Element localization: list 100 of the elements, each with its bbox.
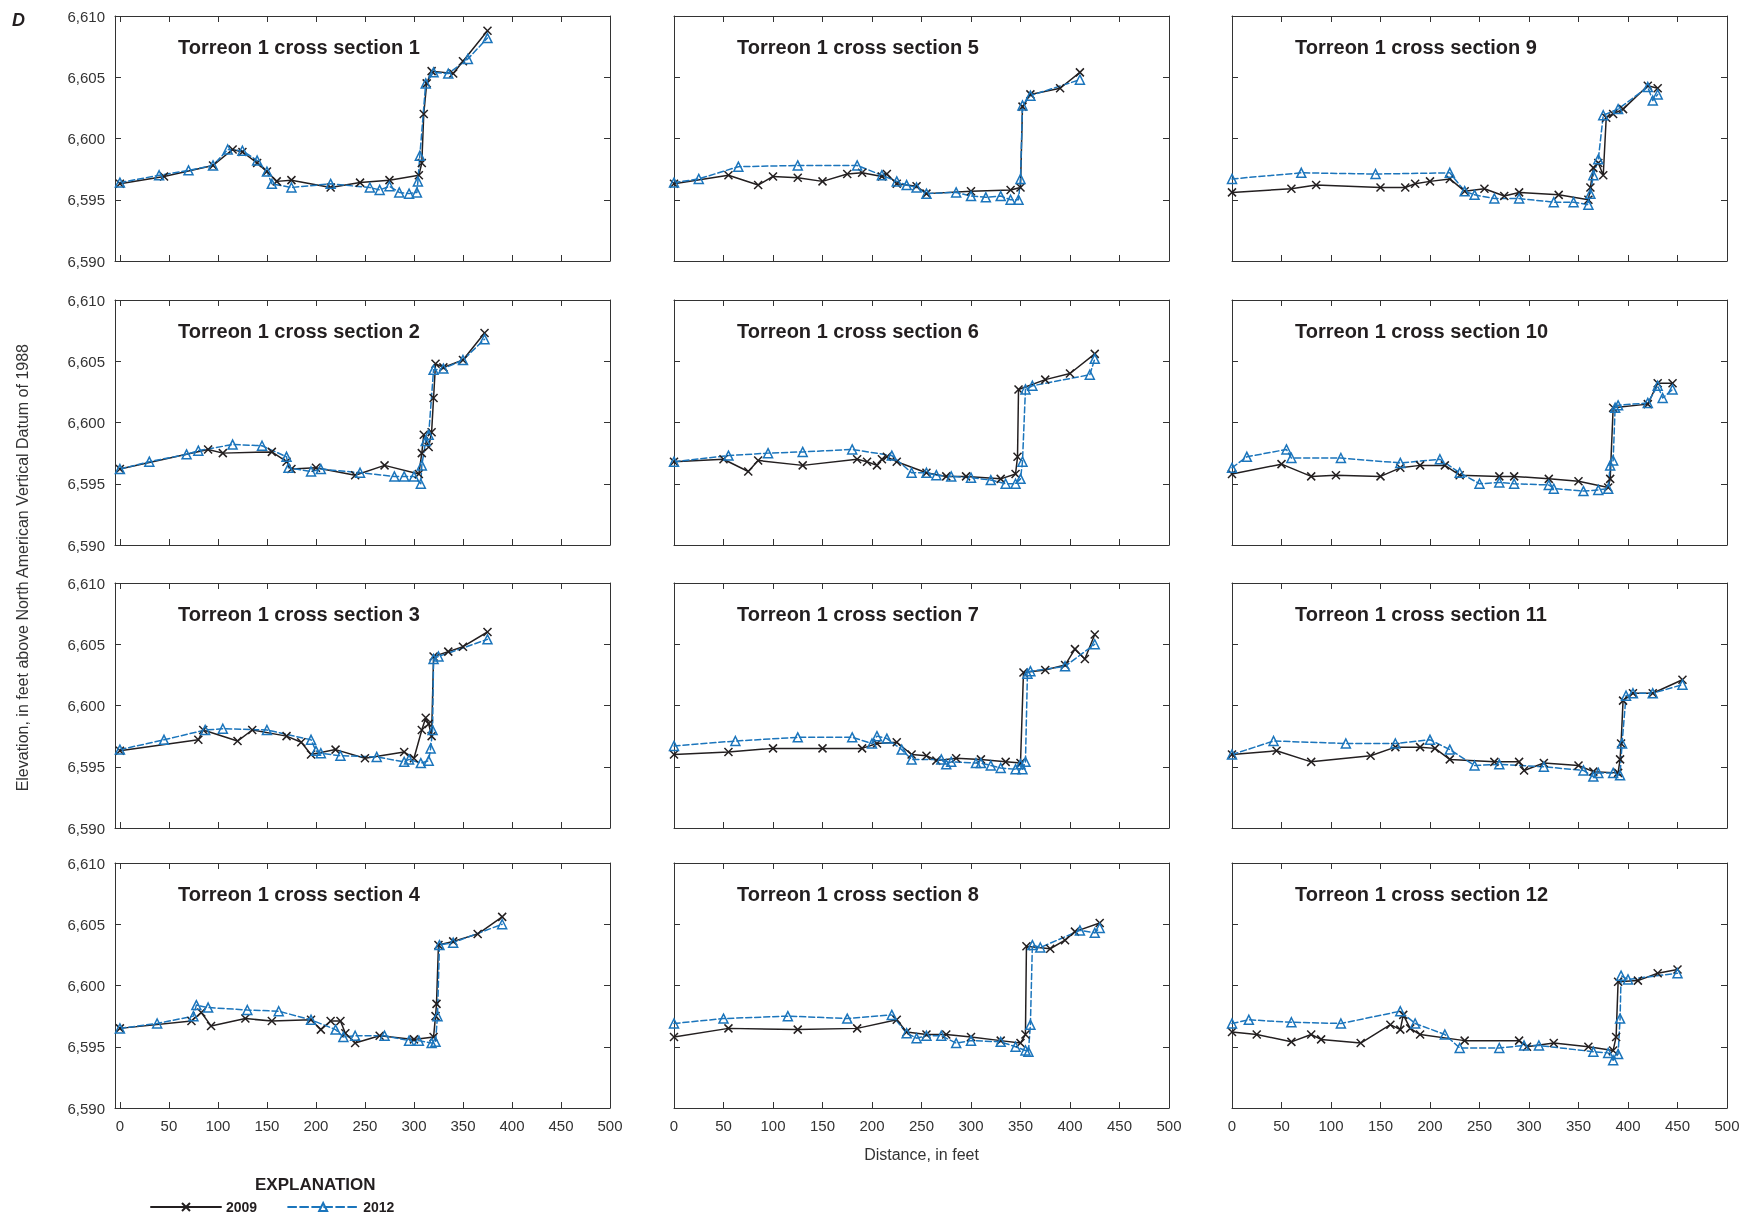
point bbox=[1469, 760, 1480, 771]
point bbox=[906, 754, 917, 765]
point bbox=[217, 723, 229, 735]
x-tick-label: 500 bbox=[1714, 1117, 1740, 1134]
point bbox=[1533, 1040, 1545, 1051]
point bbox=[227, 439, 238, 450]
x-tick-label: 300 bbox=[1516, 1117, 1542, 1134]
point bbox=[1588, 170, 1599, 181]
point bbox=[762, 447, 774, 459]
point bbox=[1593, 158, 1604, 168]
point bbox=[1672, 964, 1683, 975]
x-tick-label: 250 bbox=[1466, 1117, 1493, 1134]
point bbox=[1089, 639, 1100, 650]
point bbox=[1000, 757, 1011, 767]
point bbox=[1276, 459, 1287, 469]
point bbox=[305, 734, 317, 746]
point bbox=[419, 109, 429, 119]
point bbox=[1296, 167, 1307, 179]
point bbox=[496, 919, 508, 930]
point bbox=[266, 178, 278, 190]
y-tick-label: 6,605 bbox=[67, 352, 105, 370]
point bbox=[842, 1013, 853, 1024]
point bbox=[196, 1007, 207, 1018]
point bbox=[1089, 353, 1100, 365]
point bbox=[1306, 1029, 1316, 1040]
point bbox=[753, 180, 763, 190]
point bbox=[1243, 1014, 1255, 1026]
x-tick-label: 100 bbox=[205, 1117, 231, 1134]
point bbox=[1311, 180, 1321, 190]
point bbox=[159, 171, 169, 182]
point bbox=[1522, 1042, 1532, 1052]
point bbox=[1494, 477, 1505, 488]
point bbox=[433, 651, 444, 662]
point bbox=[325, 1016, 336, 1026]
point bbox=[338, 1031, 349, 1043]
point bbox=[193, 735, 204, 745]
point bbox=[1020, 384, 1031, 395]
point bbox=[1331, 470, 1341, 480]
point bbox=[1444, 167, 1456, 179]
point bbox=[931, 755, 942, 766]
point bbox=[414, 469, 424, 479]
point bbox=[1509, 471, 1519, 482]
point bbox=[1593, 154, 1604, 165]
point bbox=[718, 1013, 729, 1024]
point bbox=[203, 444, 213, 455]
point bbox=[1494, 759, 1505, 770]
point bbox=[1045, 944, 1055, 954]
point bbox=[427, 724, 438, 736]
point bbox=[941, 471, 951, 482]
y-tick-label: 6,610 bbox=[67, 291, 105, 309]
point bbox=[1613, 977, 1623, 987]
point bbox=[797, 446, 808, 458]
x-tick-label: 250 bbox=[908, 1117, 935, 1134]
x-tick-label: 350 bbox=[1565, 1117, 1592, 1134]
point bbox=[1074, 74, 1086, 85]
point bbox=[355, 177, 365, 188]
point bbox=[1618, 104, 1628, 114]
point bbox=[1316, 1034, 1326, 1045]
y-tick-label: 6,590 bbox=[67, 1099, 105, 1117]
point bbox=[730, 735, 741, 747]
point bbox=[186, 1016, 197, 1026]
point bbox=[1578, 485, 1589, 497]
point bbox=[961, 471, 971, 482]
point bbox=[443, 646, 454, 657]
point bbox=[426, 731, 437, 741]
point bbox=[966, 186, 976, 196]
point bbox=[1622, 974, 1634, 985]
point bbox=[877, 454, 887, 464]
x-tick-label: 100 bbox=[760, 1117, 786, 1134]
x-tick-label: 150 bbox=[1367, 1117, 1394, 1134]
point bbox=[227, 144, 238, 155]
point bbox=[1588, 771, 1599, 782]
point bbox=[305, 466, 317, 477]
point bbox=[413, 1035, 425, 1046]
point bbox=[409, 1034, 419, 1045]
x-tick-label: 400 bbox=[1615, 1117, 1641, 1134]
point bbox=[1395, 1005, 1406, 1017]
point bbox=[428, 364, 439, 376]
point bbox=[420, 435, 431, 447]
point bbox=[1499, 191, 1509, 201]
point bbox=[857, 743, 867, 754]
point bbox=[202, 1002, 214, 1013]
point bbox=[723, 170, 734, 180]
y-tick-label: 6,590 bbox=[67, 252, 105, 270]
point bbox=[1010, 469, 1021, 479]
x-tick-label: 100 bbox=[1318, 1117, 1344, 1134]
point bbox=[1544, 474, 1554, 484]
point bbox=[1335, 1018, 1347, 1029]
point bbox=[472, 929, 483, 939]
point bbox=[1607, 455, 1619, 466]
point bbox=[335, 750, 346, 761]
point bbox=[1568, 196, 1579, 208]
y-tick-label: 6,595 bbox=[67, 191, 105, 209]
point bbox=[886, 1009, 898, 1021]
x-tick-label: 0 bbox=[1227, 1117, 1237, 1134]
point bbox=[1612, 103, 1624, 115]
point bbox=[430, 358, 441, 369]
point bbox=[286, 182, 297, 193]
point bbox=[1268, 735, 1279, 747]
point bbox=[1027, 939, 1038, 951]
